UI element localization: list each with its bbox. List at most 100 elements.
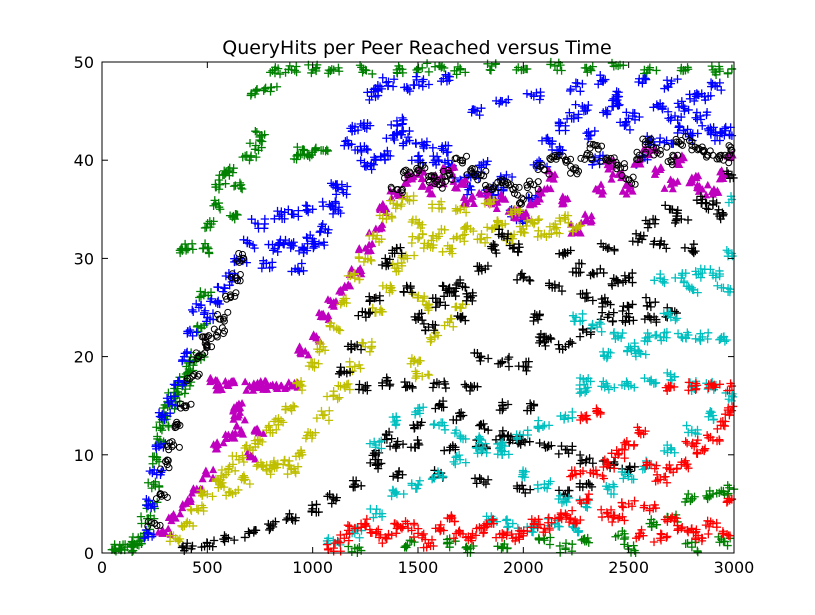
data-point-cluster: [527, 90, 536, 100]
data-point-cluster: [719, 174, 728, 183]
data-point-cluster: [476, 235, 485, 244]
data-point-cluster: [324, 416, 334, 425]
data-point-cluster: [240, 533, 250, 542]
data-point-cluster: [155, 412, 165, 421]
data-point-cluster: [581, 458, 591, 467]
data-point-cluster: [180, 389, 190, 398]
data-point-cluster: [649, 239, 658, 249]
data-point-cluster: [198, 474, 207, 483]
data-point-cluster: [266, 83, 275, 92]
data-point-cluster: [461, 68, 470, 77]
data-point-cluster: [247, 215, 256, 224]
data-point-cluster: [448, 244, 457, 253]
data-point-cluster: [453, 62, 463, 72]
data-point-cluster: [638, 74, 648, 83]
data-point-cluster: [219, 438, 228, 447]
data-point-cluster: [174, 376, 184, 385]
data-point-cluster: [326, 66, 335, 76]
data-point-cluster: [368, 303, 377, 313]
data-point-cluster: [544, 279, 554, 288]
data-point-cluster: [250, 427, 259, 435]
data-point-cluster: [286, 464, 296, 473]
data-point-cluster: [674, 121, 684, 131]
data-point-cluster: [265, 525, 274, 535]
data-point-cluster: [299, 266, 308, 275]
data-point-cluster: [620, 532, 630, 542]
data-point-cluster: [557, 441, 566, 451]
data-point-cluster: [663, 107, 673, 116]
data-point-cluster: [254, 224, 263, 233]
data-point-cluster: [363, 246, 372, 255]
data-point-cluster: [710, 81, 720, 90]
data-point-cluster: [147, 483, 156, 493]
data-point-cluster: [382, 78, 391, 87]
data-point-cluster: [428, 143, 438, 153]
data-point-cluster: [383, 259, 392, 268]
data-point-cluster: [117, 545, 126, 554]
data-point-cluster: [398, 120, 407, 129]
data-point-cluster: [321, 146, 330, 156]
data-point-cluster: [452, 302, 461, 312]
data-point-cluster: [598, 76, 607, 86]
data-point-cluster: [546, 533, 555, 542]
data-point-cluster: [180, 349, 190, 358]
data-point-cluster: [350, 269, 359, 278]
data-point-cluster: [202, 223, 211, 232]
data-point-cluster: [666, 115, 675, 125]
data-point-cluster: [205, 314, 215, 324]
data-point-cluster: [409, 251, 419, 260]
data-point-cluster: [512, 214, 521, 222]
data-point-cluster: [675, 160, 684, 168]
data-point-cluster: [588, 459, 597, 468]
data-point-cluster: [662, 76, 672, 85]
data-point-cluster: [441, 70, 450, 79]
data-point-cluster: [483, 197, 493, 207]
data-point-cluster: [419, 142, 428, 151]
data-point-cluster: [289, 210, 298, 219]
data-point-cluster: [561, 539, 571, 548]
data-point-cluster: [428, 320, 437, 329]
data-point-cluster: [676, 112, 686, 122]
data-point-cluster: [675, 122, 685, 131]
data-point-cluster: [304, 361, 314, 371]
data-point-cluster: [311, 144, 320, 153]
data-point-cluster: [662, 244, 671, 253]
data-point-cluster: [157, 413, 166, 422]
data-point-cluster: [596, 239, 606, 248]
data-marks: [107, 57, 739, 557]
data-point-cluster: [511, 207, 520, 217]
data-point-cluster: [403, 84, 413, 94]
data-point-cluster: [582, 288, 591, 298]
data-point-cluster: [187, 488, 196, 497]
series-4: [177, 167, 738, 555]
data-point-cluster: [358, 307, 367, 316]
data-point-cluster: [366, 458, 375, 468]
data-point-cluster: [355, 275, 364, 284]
x-tick-label: 1000: [292, 558, 333, 577]
data-point-cluster: [354, 311, 363, 320]
data-point-cluster: [354, 252, 364, 262]
data-point-cluster: [588, 62, 597, 71]
data-point-cluster: [477, 103, 486, 113]
data-point-cluster: [361, 162, 371, 171]
data-point-cluster: [238, 152, 247, 162]
data-point-cluster: [259, 385, 268, 393]
data-point-cluster: [214, 283, 223, 292]
data-point-cluster: [402, 192, 412, 201]
data-point-cluster: [408, 290, 418, 299]
data-point-cluster: [449, 415, 458, 425]
data-point-cluster: [243, 236, 252, 245]
data-point-cluster: [156, 424, 165, 433]
data-point-cluster: [587, 216, 596, 224]
data-point-cluster: [196, 489, 205, 498]
data-point-cluster: [414, 291, 423, 300]
data-point-cluster: [608, 96, 617, 105]
data-point-cluster: [432, 152, 442, 161]
data-point-cluster: [275, 238, 284, 247]
data-point-cluster: [622, 190, 631, 198]
data-point-cluster: [461, 222, 471, 231]
data-point-cluster: [278, 418, 288, 427]
data-point-cluster: [631, 229, 641, 239]
data-point-cluster: [576, 268, 585, 277]
data-point-cluster: [588, 296, 597, 305]
